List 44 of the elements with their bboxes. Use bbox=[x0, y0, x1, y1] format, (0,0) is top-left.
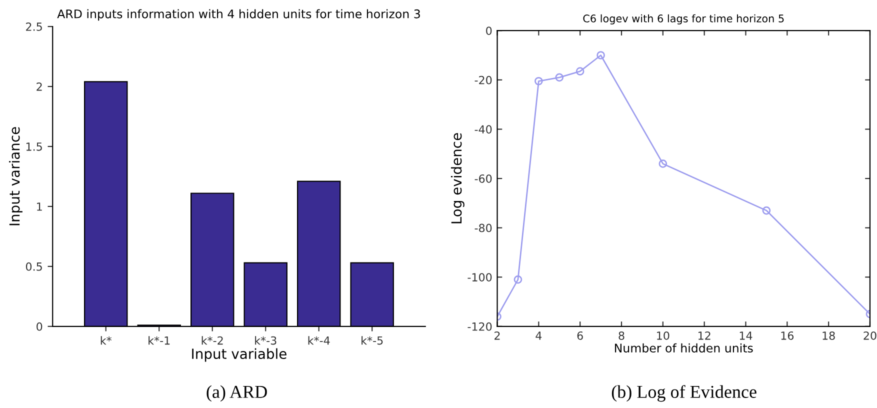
y-tick-label: 2.5 bbox=[26, 22, 42, 31]
point bbox=[555, 73, 564, 82]
x-axis-title: Input variable bbox=[192, 348, 286, 362]
y-tick-label: -120 bbox=[468, 322, 492, 331]
y-tick-label: 1 bbox=[37, 202, 42, 211]
text: (a) ARD bbox=[206, 385, 267, 402]
point bbox=[576, 67, 584, 76]
y-tick-label: -20 bbox=[474, 76, 492, 84]
y-tick-label: 0 bbox=[486, 26, 492, 35]
x-tick-label: k* bbox=[100, 336, 112, 345]
y-tick-label: -100 bbox=[468, 273, 492, 282]
x-tick-label: 12 bbox=[698, 331, 710, 340]
x-tick-label: 8 bbox=[618, 331, 624, 340]
point bbox=[596, 51, 605, 60]
x-tick-label: 18 bbox=[822, 331, 835, 340]
x-tick-label: k*-2 bbox=[202, 336, 223, 345]
y-tick-label: 1.5 bbox=[26, 142, 42, 151]
y-axis-title: Input variance bbox=[9, 127, 22, 226]
point bbox=[534, 76, 543, 86]
point bbox=[658, 160, 668, 168]
y-tick-label: 0 bbox=[36, 322, 42, 331]
x-tick-label: k*-1 bbox=[148, 336, 170, 345]
y-tick-label: -60 bbox=[474, 174, 492, 183]
chart-title: ARD inputs information with 4 hidden units for time horizon 3 bbox=[57, 9, 420, 21]
x-tick-label: 14 bbox=[740, 332, 752, 340]
x-tick-label: 6 bbox=[577, 331, 583, 340]
x-tick-label: 4 bbox=[536, 332, 542, 340]
chart-title: C6 logev with 6 lags for time horizon 5 bbox=[583, 14, 784, 24]
x-tick-label: k*-5 bbox=[362, 336, 383, 345]
x-tick-label: k*-3 bbox=[255, 336, 276, 345]
text: (b) Log of Evidence bbox=[612, 385, 756, 402]
x-axis-title: Number of hidden units bbox=[614, 343, 753, 353]
x-tick-label: 20 bbox=[864, 331, 876, 340]
x-tick-label: k*-4 bbox=[308, 336, 330, 345]
y-tick-label: -40 bbox=[474, 125, 492, 134]
y-tick-label: 0.5 bbox=[26, 262, 42, 271]
x-tick-label: 10 bbox=[657, 331, 670, 340]
y-axis-title: Log evidence bbox=[450, 133, 464, 224]
point bbox=[762, 206, 771, 215]
x-tick-label: 16 bbox=[781, 331, 794, 340]
y-tick-label: -80 bbox=[474, 224, 492, 232]
point bbox=[514, 275, 522, 284]
y-tick-label: 2 bbox=[36, 82, 42, 91]
x-tick-label: 2 bbox=[494, 331, 500, 340]
